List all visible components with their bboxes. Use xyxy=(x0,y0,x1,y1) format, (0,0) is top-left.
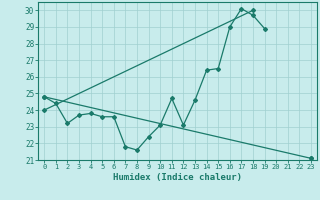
X-axis label: Humidex (Indice chaleur): Humidex (Indice chaleur) xyxy=(113,173,242,182)
